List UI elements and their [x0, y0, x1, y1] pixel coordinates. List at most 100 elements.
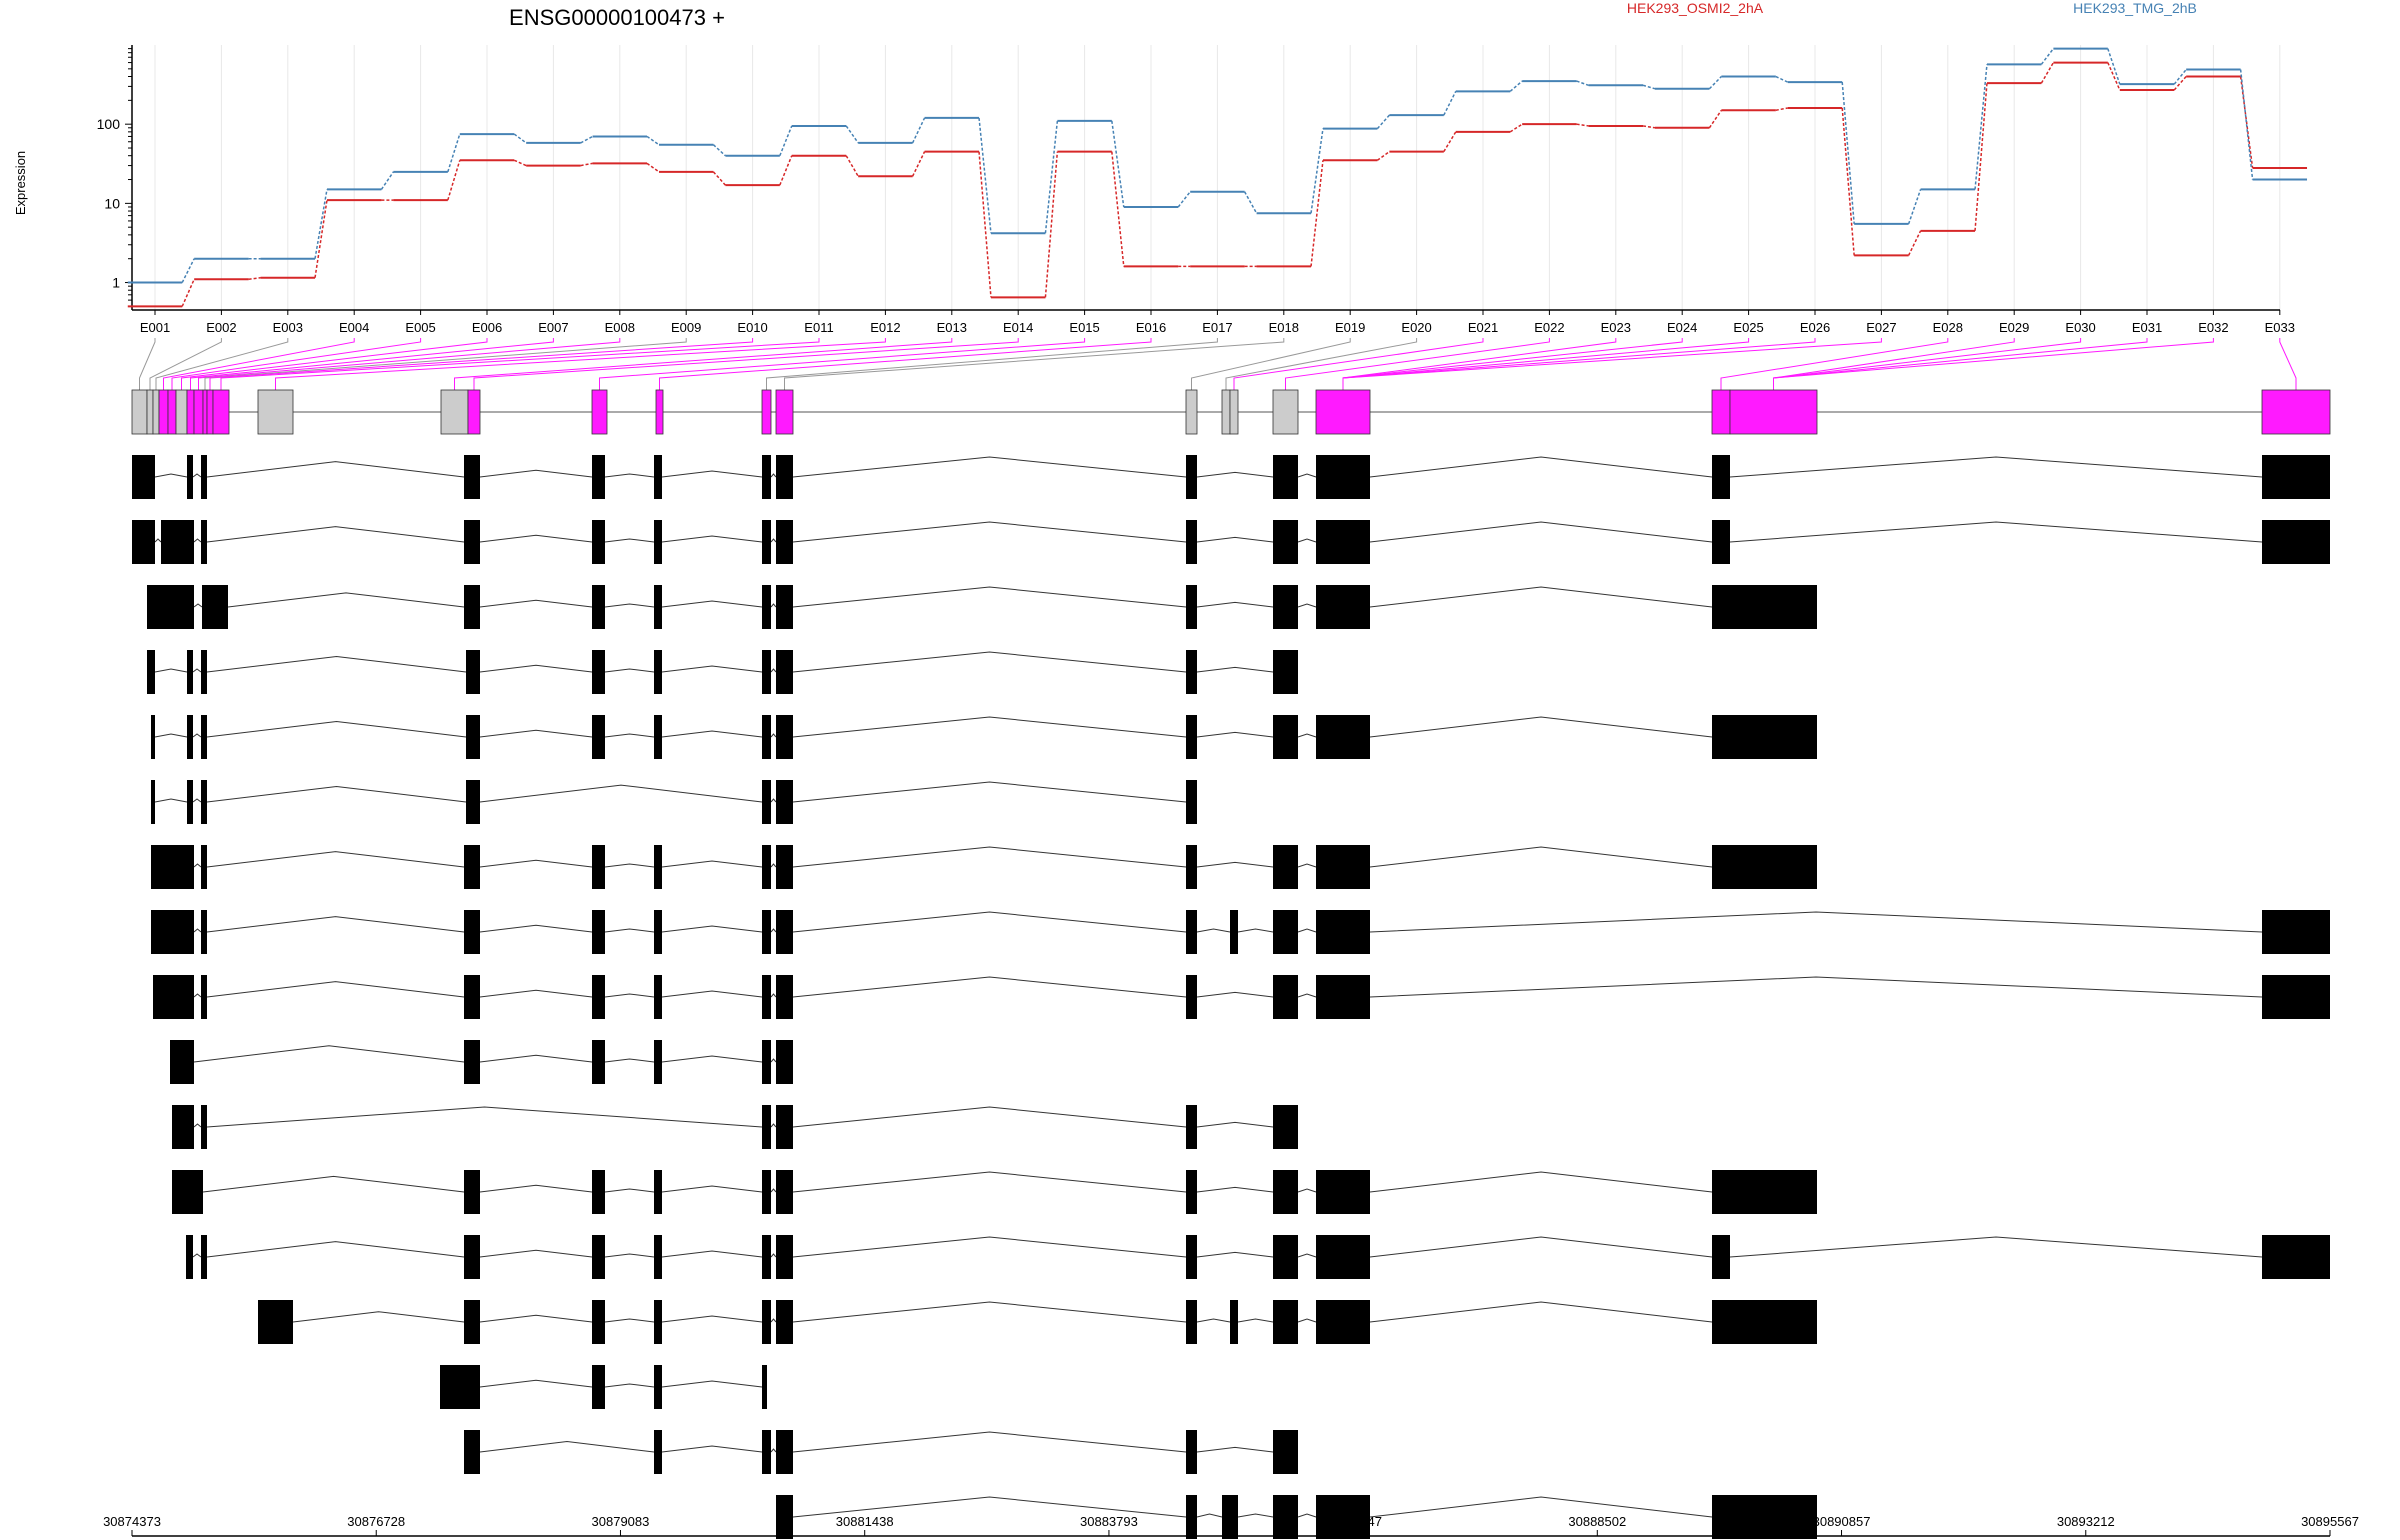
isoform-track	[147, 650, 1298, 694]
isoform-exon	[762, 1430, 771, 1474]
isoform-exon	[592, 650, 605, 694]
isoform-intron	[206, 720, 467, 738]
gene-model-exon	[152, 389, 160, 435]
isoform-intron	[770, 928, 777, 933]
isoform-intron	[206, 526, 465, 543]
legend-series-1: HEK293_OSMI2_2hA	[1627, 0, 1764, 16]
x-tick-label: E031	[2132, 320, 2162, 335]
series-connector	[978, 151, 992, 298]
series-connector	[181, 258, 195, 283]
isoform-intron	[154, 538, 162, 543]
isoform-intron	[661, 925, 763, 933]
isoform-exon	[654, 1235, 662, 1279]
isoform-exon	[1712, 1170, 1817, 1214]
series-connector	[2040, 48, 2054, 65]
x-tick-label: E019	[1335, 320, 1365, 335]
isoform-intron	[1297, 993, 1317, 998]
isoform-intron	[206, 1106, 763, 1128]
series-connector	[1509, 80, 1523, 92]
isoform-intron	[661, 1380, 763, 1388]
isoform-intron	[604, 473, 655, 478]
isoform-exon	[202, 585, 228, 629]
isoform-intron	[661, 1315, 763, 1323]
isoform-intron	[1237, 1513, 1274, 1518]
isoform-exon	[776, 520, 793, 564]
isoform-intron	[1196, 1251, 1274, 1258]
isoform-exon	[1273, 650, 1298, 694]
x-tick-label: E003	[273, 320, 303, 335]
isoform-exon	[201, 975, 207, 1019]
isoform-intron	[1196, 1318, 1231, 1323]
isoform-intron	[792, 521, 1187, 543]
isoform-exon	[1186, 1300, 1197, 1344]
isoform-intron	[661, 665, 763, 673]
genomic-tick-label: 30883793	[1080, 1514, 1138, 1529]
series-connector	[1443, 90, 1457, 116]
isoform-exon	[132, 520, 155, 564]
isoform-exon	[1273, 910, 1298, 954]
series-connector	[1775, 107, 1788, 111]
gene-model-exon	[158, 389, 169, 435]
gene-model-exon	[131, 389, 148, 435]
exon-connector	[204, 338, 687, 390]
isoform-exon	[1273, 455, 1298, 499]
isoform-exon	[151, 845, 194, 889]
exon-connector	[2279, 338, 2297, 390]
series-connector	[1044, 151, 1059, 298]
isoform-intron	[1369, 586, 1713, 608]
gene-model-track	[131, 389, 2331, 435]
genomic-tick-label: 30876728	[347, 1514, 405, 1529]
isoform-intron	[193, 863, 202, 868]
isoform-track	[151, 845, 1817, 889]
isoform-exon	[1230, 910, 1238, 954]
isoform-exon	[592, 1040, 605, 1084]
series-connector	[1974, 83, 1988, 231]
isoform-exon	[201, 715, 207, 759]
isoform-intron	[206, 851, 465, 868]
series-connector	[1443, 131, 1457, 153]
isoform-intron	[792, 781, 1187, 803]
isoform-intron	[770, 473, 777, 478]
isoform-exon	[186, 1235, 193, 1279]
isoform-intron	[661, 1055, 763, 1063]
series-connector	[314, 189, 328, 259]
exon-connector	[171, 338, 422, 390]
isoform-exon	[2262, 520, 2330, 564]
genomic-tick-label: 30893212	[2057, 1514, 2115, 1529]
isoform-exon	[1186, 455, 1197, 499]
isoform-intron	[1297, 473, 1317, 478]
isoform-intron	[202, 1175, 465, 1193]
exon-connector	[1285, 338, 1550, 390]
isoform-exon	[1186, 780, 1197, 824]
isoform-exon	[201, 455, 207, 499]
isoform-exon	[1273, 1170, 1298, 1214]
isoform-exon	[1316, 455, 1370, 499]
isoform-exon	[464, 1040, 480, 1084]
isoform-intron	[1297, 863, 1317, 868]
x-tick-label: E030	[2065, 320, 2095, 335]
series-connector	[513, 159, 527, 167]
series-connector	[978, 117, 992, 234]
isoform-intron	[661, 860, 763, 868]
isoform-exon	[592, 1170, 605, 1214]
isoform-exon	[654, 1430, 662, 1474]
isoform-intron	[1196, 1186, 1274, 1193]
exon-connector	[1342, 338, 1816, 390]
x-tick-label: E028	[1933, 320, 1963, 335]
series-connector	[2040, 62, 2055, 84]
isoform-intron	[479, 469, 593, 478]
series-connector	[2173, 69, 2187, 85]
isoform-exon	[1316, 1495, 1370, 1539]
exon-connector	[149, 338, 222, 390]
isoform-intron	[1196, 991, 1274, 998]
isoform-exon	[592, 715, 605, 759]
isoform-intron	[1196, 928, 1231, 933]
series-connector	[1310, 128, 1324, 214]
series-connector	[1310, 160, 1324, 267]
isoform-exon	[1186, 520, 1197, 564]
x-tick-label: E027	[1866, 320, 1896, 335]
isoform-intron	[206, 981, 465, 998]
isoform-exon	[187, 780, 193, 824]
isoform-exon	[1712, 1495, 1817, 1539]
